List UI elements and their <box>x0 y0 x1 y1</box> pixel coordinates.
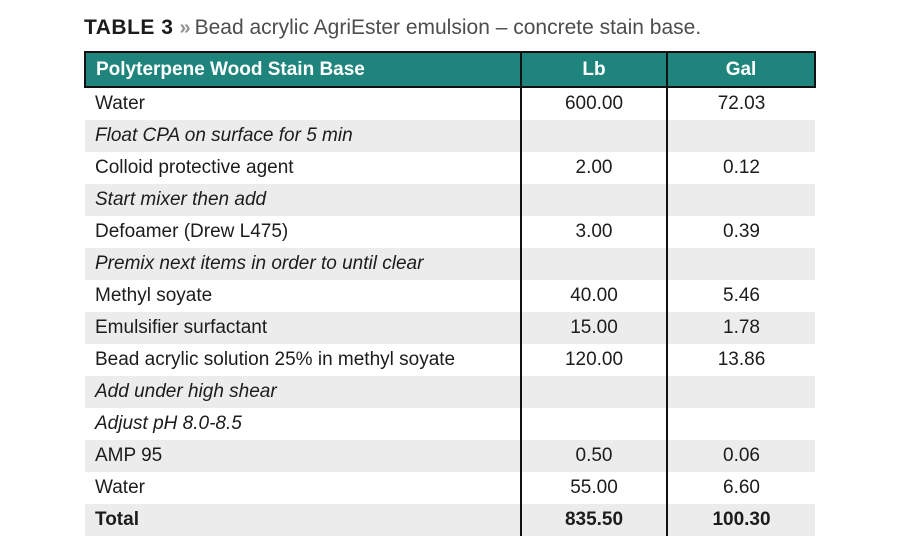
gal-value-cell <box>666 248 815 280</box>
table-row: Colloid protective agent 2.00 0.12 <box>85 152 815 184</box>
gal-value-cell: 100.30 <box>666 504 815 536</box>
table-number-label: TABLE 3 <box>84 16 174 39</box>
table-row: Total 835.50 100.30 <box>85 504 815 536</box>
table-row: Start mixer then add <box>85 184 815 216</box>
table-row: Water 600.00 72.03 <box>85 87 815 120</box>
ingredient-cell: AMP 95 <box>85 440 521 472</box>
ingredient-cell: Methyl soyate <box>85 280 521 312</box>
ingredient-cell: Total <box>85 504 521 536</box>
ingredient-cell: Premix next items in order to until clea… <box>85 248 521 280</box>
ingredient-cell: Adjust pH 8.0-8.5 <box>85 408 521 440</box>
ingredient-cell: Add under high shear <box>85 376 521 408</box>
header-cell-ingredient: Polyterpene Wood Stain Base <box>84 51 522 88</box>
lb-value-cell: 3.00 <box>520 216 667 248</box>
gal-value-cell: 13.86 <box>666 344 815 376</box>
lb-value-cell: 55.00 <box>520 472 667 504</box>
gal-value-cell: 5.46 <box>666 280 815 312</box>
table-caption: TABLE 3» Bead acrylic AgriEster emulsion … <box>84 14 900 42</box>
lb-value-cell: 120.00 <box>520 344 667 376</box>
ingredient-cell: Float CPA on surface for 5 min <box>85 120 521 152</box>
formulation-table: Polyterpene Wood Stain Base Lb Gal Water… <box>84 51 816 536</box>
header-cell-gal: Gal <box>666 51 816 88</box>
gal-value-cell <box>666 376 815 408</box>
lb-value-cell <box>520 376 667 408</box>
lb-value-cell: 835.50 <box>520 504 667 536</box>
article-page-fragment: TABLE 3» Bead acrylic AgriEster emulsion … <box>84 14 900 536</box>
header-cell-lb: Lb <box>520 51 668 88</box>
lb-value-cell <box>520 248 667 280</box>
lb-value-cell: 40.00 <box>520 280 667 312</box>
lb-value-cell <box>520 120 667 152</box>
table-row: Premix next items in order to until clea… <box>85 248 815 280</box>
ingredient-cell: Bead acrylic solution 25% in methyl soya… <box>85 344 521 376</box>
lb-value-cell: 15.00 <box>520 312 667 344</box>
table-row: Water 55.00 6.60 <box>85 472 815 504</box>
gal-value-cell: 0.12 <box>666 152 815 184</box>
double-chevron-separator-icon: » <box>179 17 191 39</box>
lb-value-cell: 600.00 <box>520 87 667 120</box>
table-row: Defoamer (Drew L475) 3.00 0.39 <box>85 216 815 248</box>
ingredient-cell: Water <box>85 472 521 504</box>
gal-value-cell: 0.39 <box>666 216 815 248</box>
lb-value-cell <box>520 408 667 440</box>
ingredient-cell: Colloid protective agent <box>85 152 521 184</box>
ingredient-cell: Defoamer (Drew L475) <box>85 216 521 248</box>
gal-value-cell <box>666 408 815 440</box>
lb-value-cell <box>520 184 667 216</box>
table-row: Emulsifier surfactant 15.00 1.78 <box>85 312 815 344</box>
table-row: AMP 95 0.50 0.06 <box>85 440 815 472</box>
ingredient-cell: Emulsifier surfactant <box>85 312 521 344</box>
lb-value-cell: 0.50 <box>520 440 667 472</box>
ingredient-cell: Start mixer then add <box>85 184 521 216</box>
gal-value-cell: 72.03 <box>666 87 815 120</box>
gal-value-cell: 1.78 <box>666 312 815 344</box>
table-row: Add under high shear <box>85 376 815 408</box>
ingredient-cell: Water <box>85 87 521 120</box>
table-row: Methyl soyate 40.00 5.46 <box>85 280 815 312</box>
gal-value-cell <box>666 184 815 216</box>
table-caption-text: Bead acrylic AgriEster emulsion – concre… <box>194 16 702 39</box>
lb-value-cell: 2.00 <box>520 152 667 184</box>
gal-value-cell: 6.60 <box>666 472 815 504</box>
table-row: Bead acrylic solution 25% in methyl soya… <box>85 344 815 376</box>
table-row: Adjust pH 8.0-8.5 <box>85 408 815 440</box>
gal-value-cell: 0.06 <box>666 440 815 472</box>
table-body: Water 600.00 72.03 Float CPA on surface … <box>85 87 815 536</box>
table-row: Float CPA on surface for 5 min <box>85 120 815 152</box>
gal-value-cell <box>666 120 815 152</box>
table-header-row: Polyterpene Wood Stain Base Lb Gal <box>84 51 816 88</box>
